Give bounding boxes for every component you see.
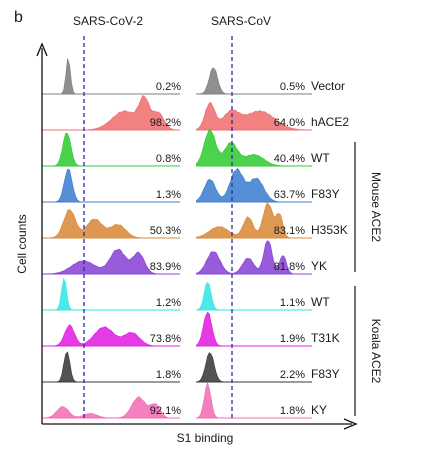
histogram-f83y-sars-cov [196, 352, 312, 382]
percent-label: 1.8% [280, 405, 305, 417]
column-title-sars-cov-2: SARS-CoV-2 [73, 14, 143, 28]
percent-label: 63.7% [274, 189, 305, 201]
figure-static: b SARS-CoV-2 SARS-CoV Cell counts S1 bin… [14, 9, 271, 445]
x-axis-label: S1 binding [177, 431, 234, 445]
row-label: YK [311, 259, 327, 273]
histogram-h353k-sars-cov [196, 202, 312, 238]
group-label: Mouse ACE2 [369, 172, 383, 242]
y-axis-label: Cell counts [15, 214, 29, 273]
histogram-f83y-sars-cov-2 [42, 169, 180, 202]
histogram-vector-sars-cov [196, 68, 312, 94]
row-label: F83Y [311, 367, 340, 381]
x-axis-arrow [343, 418, 358, 430]
panel-label: b [14, 9, 23, 26]
histogram-yk-sars-cov [196, 240, 312, 274]
y-axis-arrow [36, 42, 48, 57]
histogram-wt-sars-cov-2 [42, 133, 180, 166]
percent-label: 83.1% [274, 225, 305, 237]
histogram-wt-sars-cov [196, 129, 312, 166]
percent-label: 50.3% [150, 225, 181, 237]
histogram-yk-sars-cov-2 [42, 249, 180, 274]
group-label: Koala ACE2 [369, 319, 383, 384]
percent-label: 64.0% [274, 117, 305, 129]
row-label: H353K [311, 223, 348, 237]
histogram-ky-sars-cov-2 [42, 396, 180, 418]
row-label: WT [311, 151, 330, 165]
histogram-vector-sars-cov-2 [42, 58, 180, 94]
percent-label: 0.5% [280, 81, 305, 93]
percent-label: 83.9% [150, 261, 181, 273]
percent-label: 0.8% [156, 153, 181, 165]
percent-label: 0.2% [156, 81, 181, 93]
figure-data-layer: 0.2% 0.5% Vector 98.2% 64.0% hACE2 0.8% 40.4% WT… [36, 36, 383, 430]
row-label: T31K [311, 331, 340, 345]
histogram-t31k-sars-cov [196, 312, 312, 346]
percent-label: 1.3% [156, 189, 181, 201]
histogram-hace2-sars-cov [196, 102, 312, 130]
row-label: WT [311, 295, 330, 309]
column-title-sars-cov: SARS-CoV [211, 14, 271, 28]
percent-label: 1.2% [156, 297, 181, 309]
histogram-h353k-sars-cov-2 [42, 209, 180, 238]
histogram-hace2-sars-cov-2 [42, 95, 180, 130]
percent-label: 81.8% [274, 261, 305, 273]
histogram-f83y-sars-cov [196, 168, 312, 202]
percent-label: 73.8% [150, 333, 181, 345]
percent-label: 92.1% [150, 405, 181, 417]
histogram-f83y-sars-cov-2 [42, 352, 180, 382]
row-label: F83Y [311, 187, 340, 201]
percent-label: 1.9% [280, 333, 305, 345]
percent-label: 1.1% [280, 297, 305, 309]
percent-label: 98.2% [150, 117, 181, 129]
histogram-wt-sars-cov [196, 282, 312, 310]
histogram-outline-hace2 [195, 102, 313, 131]
histogram-ky-sars-cov [196, 383, 312, 418]
row-label: KY [311, 403, 327, 417]
percent-label: 1.8% [156, 369, 181, 381]
row-label: Vector [311, 79, 345, 93]
histogram-t31k-sars-cov-2 [42, 324, 180, 346]
percent-label: 2.2% [280, 369, 305, 381]
percent-label: 40.4% [274, 153, 305, 165]
row-label: hACE2 [311, 115, 349, 129]
